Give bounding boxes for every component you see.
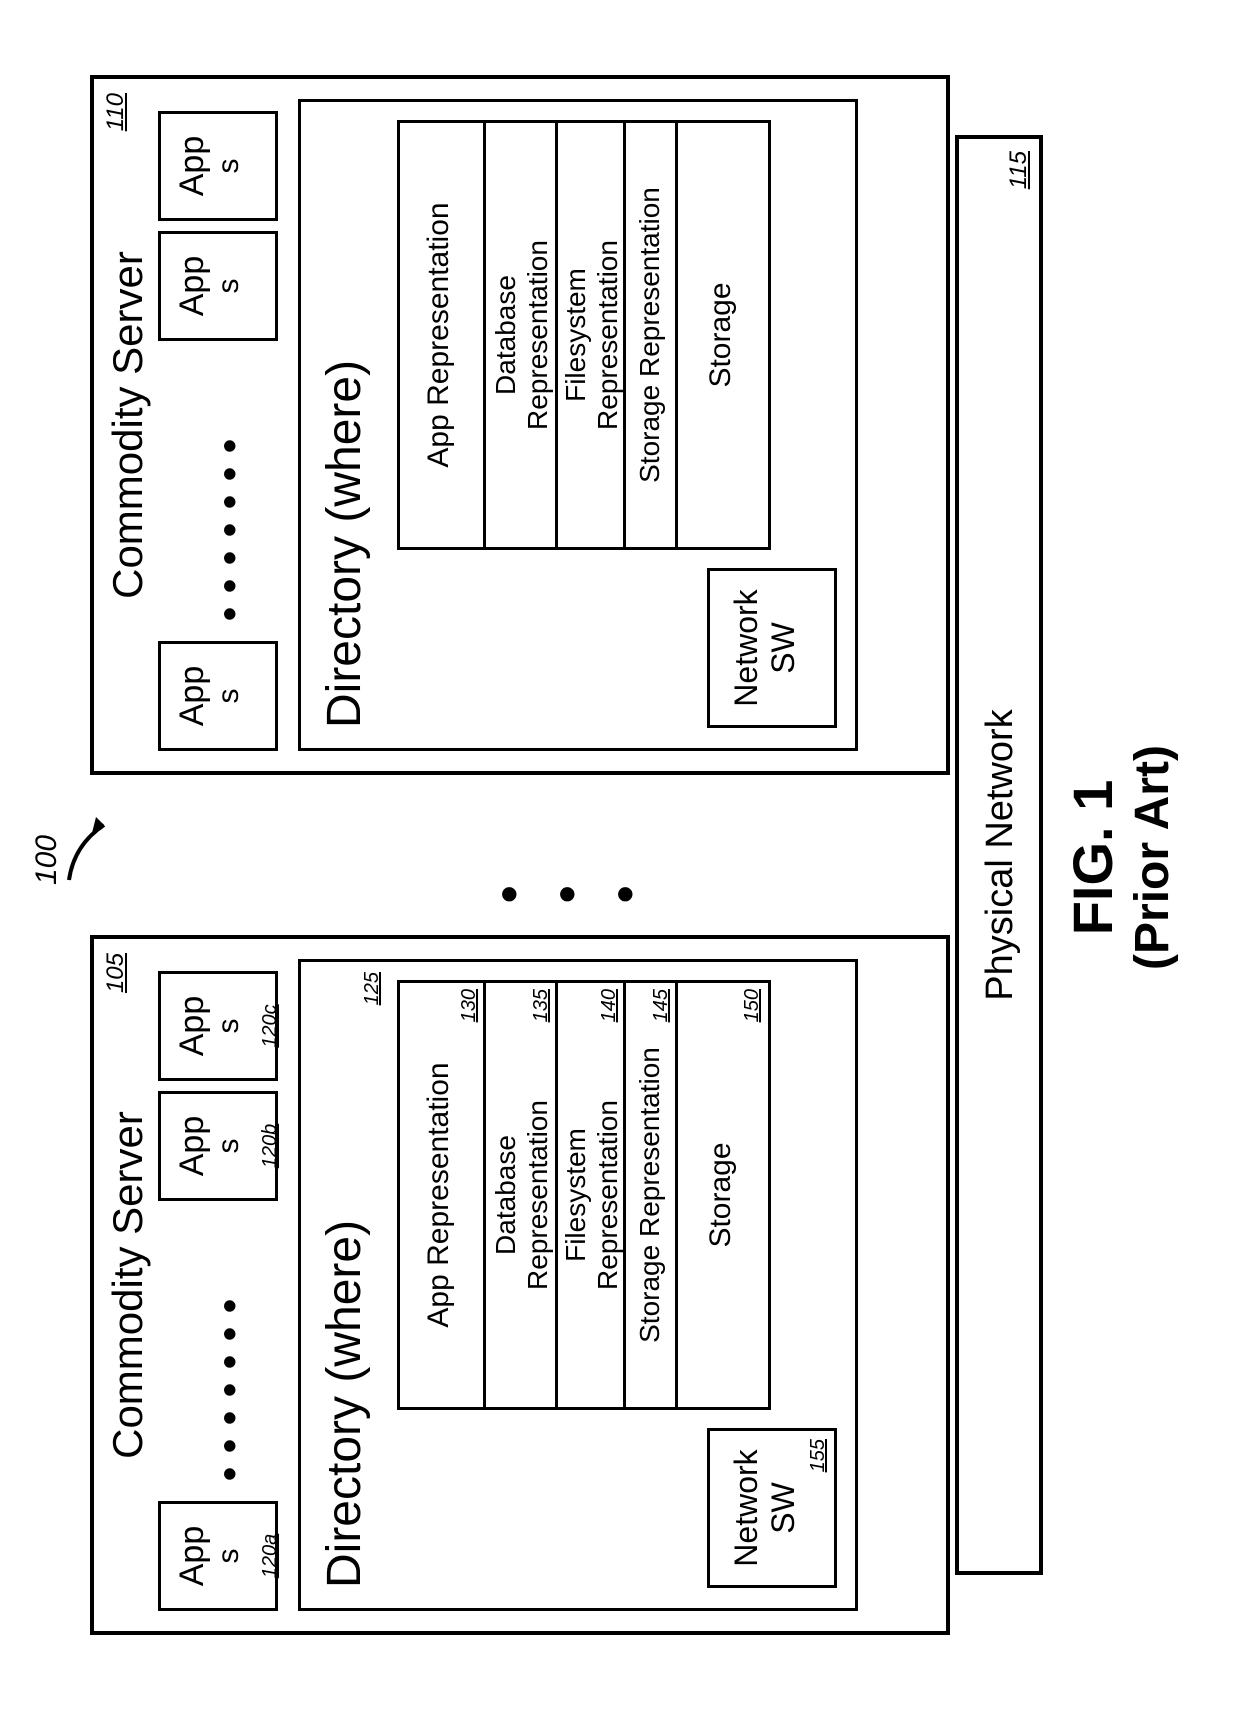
layer-app-representation: App Representation — [400, 123, 486, 547]
layer-stack-left: App Representation 130 Database Represen… — [397, 980, 771, 1410]
layer-database-representation: Database Representation — [486, 123, 558, 547]
layer-storage-representation: Storage Representation 145 — [626, 983, 678, 1407]
server-left-title: Commodity Server — [94, 939, 158, 1631]
network-sw-l1: Network — [728, 589, 764, 706]
layer-label-l2: Representation — [522, 240, 553, 430]
commodity-server-left: Commodity Server 105 App s 120a ••••••• … — [90, 935, 950, 1635]
server-left-ref: 105 — [102, 953, 130, 993]
layer-label: Storage Representation — [634, 187, 665, 483]
figure-area: 100 Commodity Server 105 App s 120a ••••… — [0, 0, 1240, 1715]
layer-ref: 130 — [458, 989, 481, 1022]
layer-storage-representation: Storage Representation — [626, 123, 678, 547]
app-label: App — [173, 1526, 211, 1587]
layer-filesystem-representation: Filesystem Representation 140 — [558, 983, 626, 1407]
directory-title: Directory (where) — [301, 962, 386, 1608]
layer-label-l1: Database — [490, 275, 521, 395]
app-label: App — [173, 1116, 211, 1177]
app-box: App s — [158, 231, 278, 341]
app-ref-c: 120c — [259, 1004, 281, 1047]
layer-label-l1: Filesystem — [560, 1128, 591, 1262]
network-sw-l2: SW — [765, 622, 801, 674]
layer-label-l1: Database — [490, 1135, 521, 1255]
network-sw-box: Network SW 155 — [707, 1428, 837, 1588]
layer-label: Storage Representation — [634, 1047, 665, 1343]
layer-ref: 135 — [530, 989, 553, 1022]
commodity-server-right: Commodity Server 110 App s ••••••• App s… — [90, 75, 950, 775]
app-label: App — [173, 996, 211, 1057]
layer-ref: 145 — [650, 989, 673, 1022]
app-label: App — [173, 666, 211, 727]
app-sub: s — [212, 114, 246, 218]
physical-network-label: Physical Network — [979, 709, 1021, 1000]
app-sub: s — [212, 974, 246, 1078]
app-box: App s 120b — [158, 1091, 278, 1201]
apps-row-left: App s 120a ••••••• App s 120b App s 120c — [158, 959, 288, 1611]
app-box: App s 120c — [158, 971, 278, 1081]
layer-label: App Representation — [422, 1062, 455, 1327]
network-sw-box: Network SW — [707, 568, 837, 728]
directory-title: Directory (where) — [301, 102, 386, 748]
app-sub: s — [212, 644, 246, 748]
app-ellipsis: ••••••• — [208, 1285, 253, 1481]
directory-left: Directory (where) 125 App Representation… — [298, 959, 858, 1611]
physical-network-ref: 115 — [1005, 151, 1033, 189]
app-label: App — [173, 136, 211, 197]
network-sw-l2: SW — [765, 1482, 801, 1534]
figure-caption-line2: (Prior Art) — [1125, 0, 1180, 1715]
app-label: App — [173, 256, 211, 317]
layer-label: App Representation — [422, 202, 455, 467]
layer-storage: Storage 150 — [678, 983, 768, 1407]
server-right-ref: 110 — [102, 93, 130, 131]
app-sub: s — [212, 1504, 246, 1608]
global-ref-number: 100 — [30, 835, 63, 885]
figure-caption: FIG. 1 (Prior Art) — [1060, 0, 1180, 1715]
layer-label: Storage — [704, 282, 737, 387]
network-sw-ref: 155 — [807, 1439, 830, 1472]
network-sw-l1: Network — [728, 1449, 764, 1566]
layer-ref: 140 — [598, 989, 621, 1022]
physical-network-box: Physical Network 115 — [955, 135, 1043, 1575]
app-sub: s — [212, 1094, 246, 1198]
figure-caption-line1: FIG. 1 — [1061, 780, 1124, 936]
layer-label-l2: Representation — [592, 240, 623, 430]
app-box: App s 120a — [158, 1501, 278, 1611]
directory-right: Directory (where) App Representation Dat… — [298, 99, 858, 751]
app-box: App s — [158, 641, 278, 751]
app-ref-b: 120b — [259, 1124, 281, 1169]
diagram-rotated-container: 100 Commodity Server 105 App s 120a ••••… — [0, 0, 1240, 1715]
directory-ref: 125 — [361, 972, 384, 1005]
app-ref-a: 120a — [259, 1534, 281, 1579]
global-ref-arrow: 100 — [30, 805, 114, 885]
server-right-title: Commodity Server — [94, 79, 158, 771]
layer-label-l2: Representation — [522, 1100, 553, 1290]
layer-database-representation: Database Representation 135 — [486, 983, 558, 1407]
layer-label: Storage — [704, 1142, 737, 1247]
layer-ref: 150 — [741, 989, 764, 1022]
layer-filesystem-representation: Filesystem Representation — [558, 123, 626, 547]
layer-app-representation: App Representation 130 — [400, 983, 486, 1407]
apps-row-right: App s ••••••• App s App s — [158, 99, 288, 751]
server-ellipsis: ••• — [480, 879, 654, 903]
layer-stack-right: App Representation Database Representati… — [397, 120, 771, 550]
layer-label-l1: Filesystem — [560, 268, 591, 402]
app-sub: s — [212, 234, 246, 338]
leader-arrow-icon — [64, 805, 114, 885]
layer-storage: Storage — [678, 123, 768, 547]
app-box: App s — [158, 111, 278, 221]
app-ellipsis: ••••••• — [208, 425, 253, 621]
layer-label-l2: Representation — [592, 1100, 623, 1290]
